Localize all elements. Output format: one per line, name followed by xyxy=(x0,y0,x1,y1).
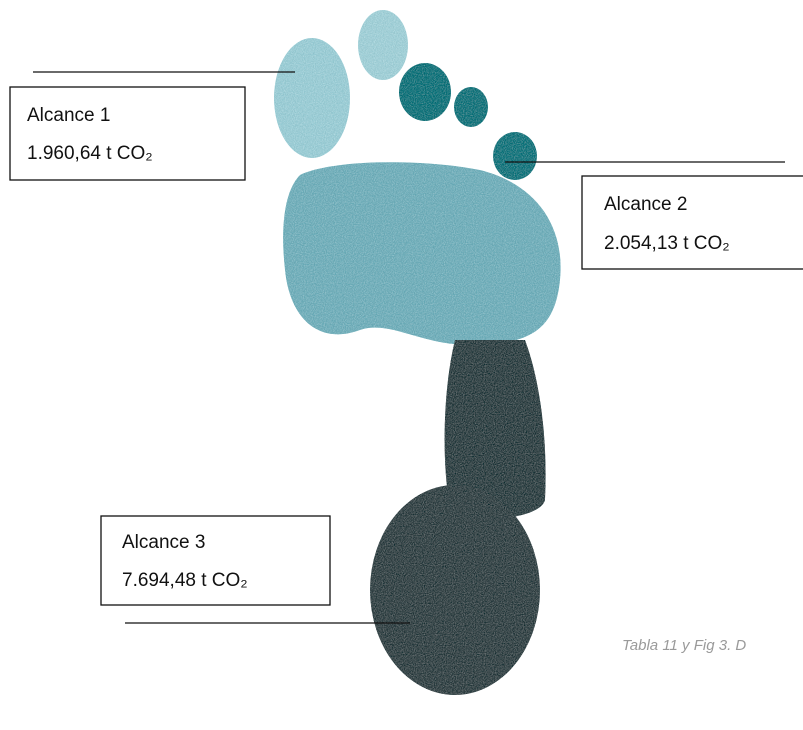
page: Alcance 1 1.960,64 t CO₂ Alcance 2 2.054… xyxy=(0,0,803,730)
label-box xyxy=(582,176,803,269)
ball xyxy=(283,162,560,345)
toe xyxy=(454,87,488,127)
scope-name: Alcance 2 xyxy=(604,194,687,215)
scope-name: Alcance 3 xyxy=(122,532,205,553)
toe xyxy=(358,10,408,80)
caption: Tabla 11 y Fig 3. D xyxy=(622,637,746,654)
toe xyxy=(493,132,537,180)
scope-value: 1.960,64 t CO₂ xyxy=(27,143,153,164)
toe xyxy=(274,38,350,158)
scope-value: 7.694,48 t CO₂ xyxy=(122,570,248,591)
label-box xyxy=(10,87,245,180)
toe xyxy=(399,63,451,121)
scope-name: Alcance 1 xyxy=(27,105,110,126)
scope-value: 2.054,13 t CO₂ xyxy=(604,233,730,254)
label-box xyxy=(101,516,330,605)
heel xyxy=(370,485,540,695)
